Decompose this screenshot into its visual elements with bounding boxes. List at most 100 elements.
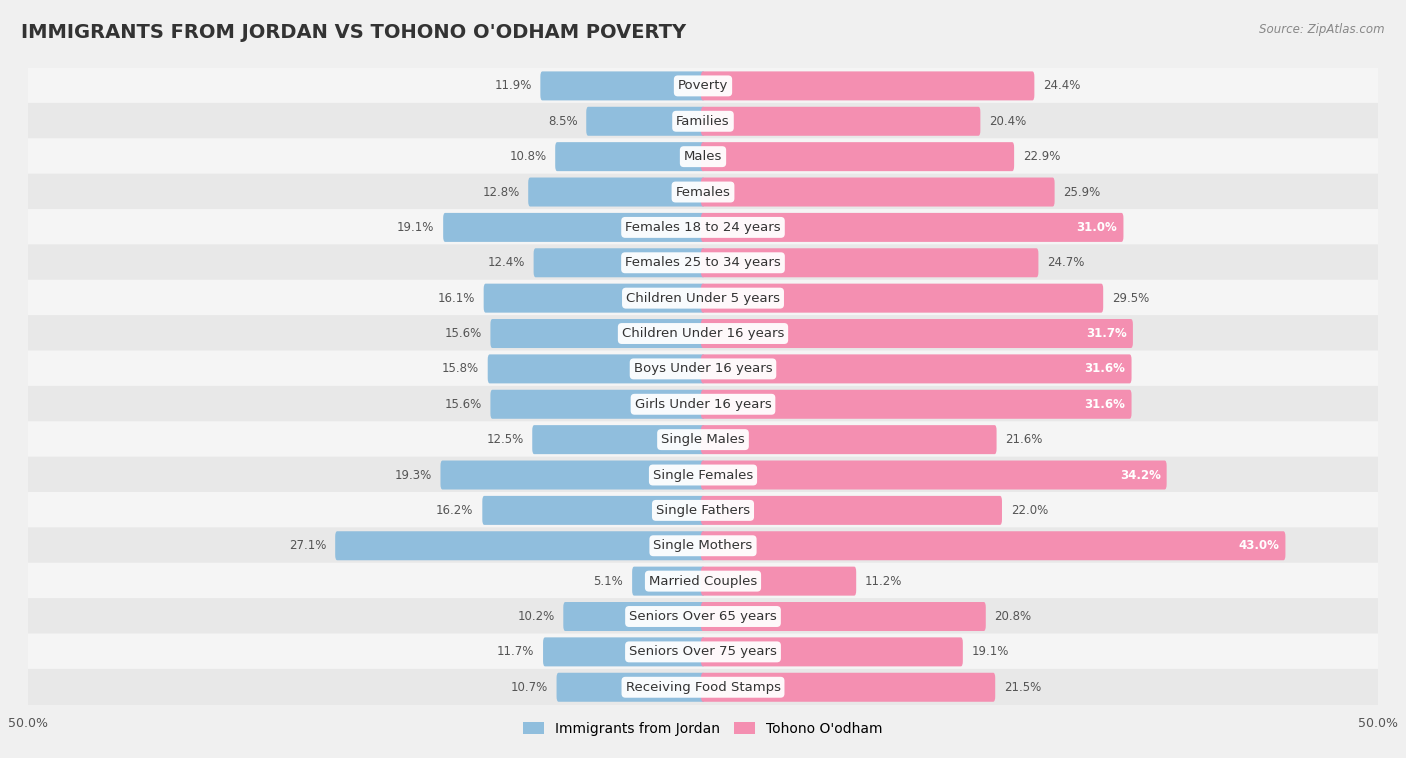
Text: Males: Males bbox=[683, 150, 723, 163]
FancyBboxPatch shape bbox=[702, 531, 1285, 560]
Text: Single Mothers: Single Mothers bbox=[654, 539, 752, 553]
FancyBboxPatch shape bbox=[633, 567, 704, 596]
Text: Seniors Over 75 years: Seniors Over 75 years bbox=[628, 645, 778, 659]
Text: IMMIGRANTS FROM JORDAN VS TOHONO O'ODHAM POVERTY: IMMIGRANTS FROM JORDAN VS TOHONO O'ODHAM… bbox=[21, 23, 686, 42]
Text: 21.6%: 21.6% bbox=[1005, 433, 1043, 446]
Text: Girls Under 16 years: Girls Under 16 years bbox=[634, 398, 772, 411]
FancyBboxPatch shape bbox=[28, 174, 1378, 211]
FancyBboxPatch shape bbox=[702, 461, 1167, 490]
Text: 22.0%: 22.0% bbox=[1011, 504, 1047, 517]
Text: Single Females: Single Females bbox=[652, 468, 754, 481]
Text: 8.5%: 8.5% bbox=[548, 114, 578, 128]
FancyBboxPatch shape bbox=[702, 355, 1132, 384]
FancyBboxPatch shape bbox=[443, 213, 704, 242]
FancyBboxPatch shape bbox=[28, 138, 1378, 175]
FancyBboxPatch shape bbox=[28, 386, 1378, 423]
Text: 16.1%: 16.1% bbox=[437, 292, 475, 305]
Text: 10.8%: 10.8% bbox=[509, 150, 547, 163]
Text: Single Males: Single Males bbox=[661, 433, 745, 446]
Text: 19.3%: 19.3% bbox=[395, 468, 432, 481]
FancyBboxPatch shape bbox=[702, 107, 980, 136]
FancyBboxPatch shape bbox=[702, 143, 1014, 171]
Text: 12.4%: 12.4% bbox=[488, 256, 524, 269]
FancyBboxPatch shape bbox=[534, 249, 704, 277]
FancyBboxPatch shape bbox=[491, 390, 704, 418]
FancyBboxPatch shape bbox=[28, 492, 1378, 529]
Text: 31.7%: 31.7% bbox=[1085, 327, 1126, 340]
Text: Single Fathers: Single Fathers bbox=[657, 504, 749, 517]
FancyBboxPatch shape bbox=[702, 602, 986, 631]
Text: Families: Families bbox=[676, 114, 730, 128]
FancyBboxPatch shape bbox=[702, 249, 1039, 277]
FancyBboxPatch shape bbox=[28, 421, 1378, 458]
FancyBboxPatch shape bbox=[586, 107, 704, 136]
FancyBboxPatch shape bbox=[702, 213, 1123, 242]
Text: 21.5%: 21.5% bbox=[1004, 681, 1042, 694]
FancyBboxPatch shape bbox=[28, 103, 1378, 139]
Text: Source: ZipAtlas.com: Source: ZipAtlas.com bbox=[1260, 23, 1385, 36]
Legend: Immigrants from Jordan, Tohono O'odham: Immigrants from Jordan, Tohono O'odham bbox=[516, 715, 890, 743]
Text: Receiving Food Stamps: Receiving Food Stamps bbox=[626, 681, 780, 694]
Text: 31.6%: 31.6% bbox=[1084, 398, 1125, 411]
Text: 20.8%: 20.8% bbox=[994, 610, 1032, 623]
FancyBboxPatch shape bbox=[28, 315, 1378, 352]
FancyBboxPatch shape bbox=[702, 425, 997, 454]
FancyBboxPatch shape bbox=[28, 528, 1378, 564]
Text: 16.2%: 16.2% bbox=[436, 504, 474, 517]
FancyBboxPatch shape bbox=[335, 531, 704, 560]
FancyBboxPatch shape bbox=[702, 319, 1133, 348]
FancyBboxPatch shape bbox=[482, 496, 704, 525]
Text: 43.0%: 43.0% bbox=[1239, 539, 1279, 553]
Text: 12.5%: 12.5% bbox=[486, 433, 523, 446]
FancyBboxPatch shape bbox=[28, 669, 1378, 706]
FancyBboxPatch shape bbox=[529, 177, 704, 206]
Text: Married Couples: Married Couples bbox=[650, 575, 756, 587]
Text: 15.6%: 15.6% bbox=[444, 327, 482, 340]
Text: 22.9%: 22.9% bbox=[1024, 150, 1060, 163]
FancyBboxPatch shape bbox=[702, 637, 963, 666]
Text: 31.0%: 31.0% bbox=[1077, 221, 1118, 234]
FancyBboxPatch shape bbox=[702, 496, 1002, 525]
FancyBboxPatch shape bbox=[555, 143, 704, 171]
FancyBboxPatch shape bbox=[440, 461, 704, 490]
Text: Females 25 to 34 years: Females 25 to 34 years bbox=[626, 256, 780, 269]
FancyBboxPatch shape bbox=[484, 283, 704, 312]
FancyBboxPatch shape bbox=[533, 425, 704, 454]
FancyBboxPatch shape bbox=[28, 244, 1378, 281]
FancyBboxPatch shape bbox=[557, 673, 704, 702]
FancyBboxPatch shape bbox=[491, 319, 704, 348]
FancyBboxPatch shape bbox=[28, 456, 1378, 493]
FancyBboxPatch shape bbox=[702, 673, 995, 702]
Text: Females: Females bbox=[675, 186, 731, 199]
FancyBboxPatch shape bbox=[28, 350, 1378, 387]
FancyBboxPatch shape bbox=[564, 602, 704, 631]
Text: 25.9%: 25.9% bbox=[1063, 186, 1101, 199]
FancyBboxPatch shape bbox=[28, 67, 1378, 105]
Text: Females 18 to 24 years: Females 18 to 24 years bbox=[626, 221, 780, 234]
Text: 24.7%: 24.7% bbox=[1047, 256, 1084, 269]
FancyBboxPatch shape bbox=[702, 283, 1104, 312]
Text: 15.6%: 15.6% bbox=[444, 398, 482, 411]
Text: 19.1%: 19.1% bbox=[396, 221, 434, 234]
Text: 10.2%: 10.2% bbox=[517, 610, 554, 623]
Text: 19.1%: 19.1% bbox=[972, 645, 1010, 659]
FancyBboxPatch shape bbox=[702, 390, 1132, 418]
FancyBboxPatch shape bbox=[28, 280, 1378, 317]
Text: 11.7%: 11.7% bbox=[496, 645, 534, 659]
Text: 11.2%: 11.2% bbox=[865, 575, 903, 587]
FancyBboxPatch shape bbox=[702, 567, 856, 596]
FancyBboxPatch shape bbox=[702, 177, 1054, 206]
Text: 29.5%: 29.5% bbox=[1112, 292, 1149, 305]
FancyBboxPatch shape bbox=[28, 598, 1378, 635]
Text: 24.4%: 24.4% bbox=[1043, 80, 1081, 92]
Text: 20.4%: 20.4% bbox=[990, 114, 1026, 128]
Text: 34.2%: 34.2% bbox=[1119, 468, 1160, 481]
FancyBboxPatch shape bbox=[702, 71, 1035, 100]
FancyBboxPatch shape bbox=[28, 562, 1378, 600]
Text: 5.1%: 5.1% bbox=[593, 575, 623, 587]
Text: Children Under 5 years: Children Under 5 years bbox=[626, 292, 780, 305]
Text: Boys Under 16 years: Boys Under 16 years bbox=[634, 362, 772, 375]
Text: 15.8%: 15.8% bbox=[441, 362, 479, 375]
Text: 31.6%: 31.6% bbox=[1084, 362, 1125, 375]
Text: Seniors Over 65 years: Seniors Over 65 years bbox=[628, 610, 778, 623]
